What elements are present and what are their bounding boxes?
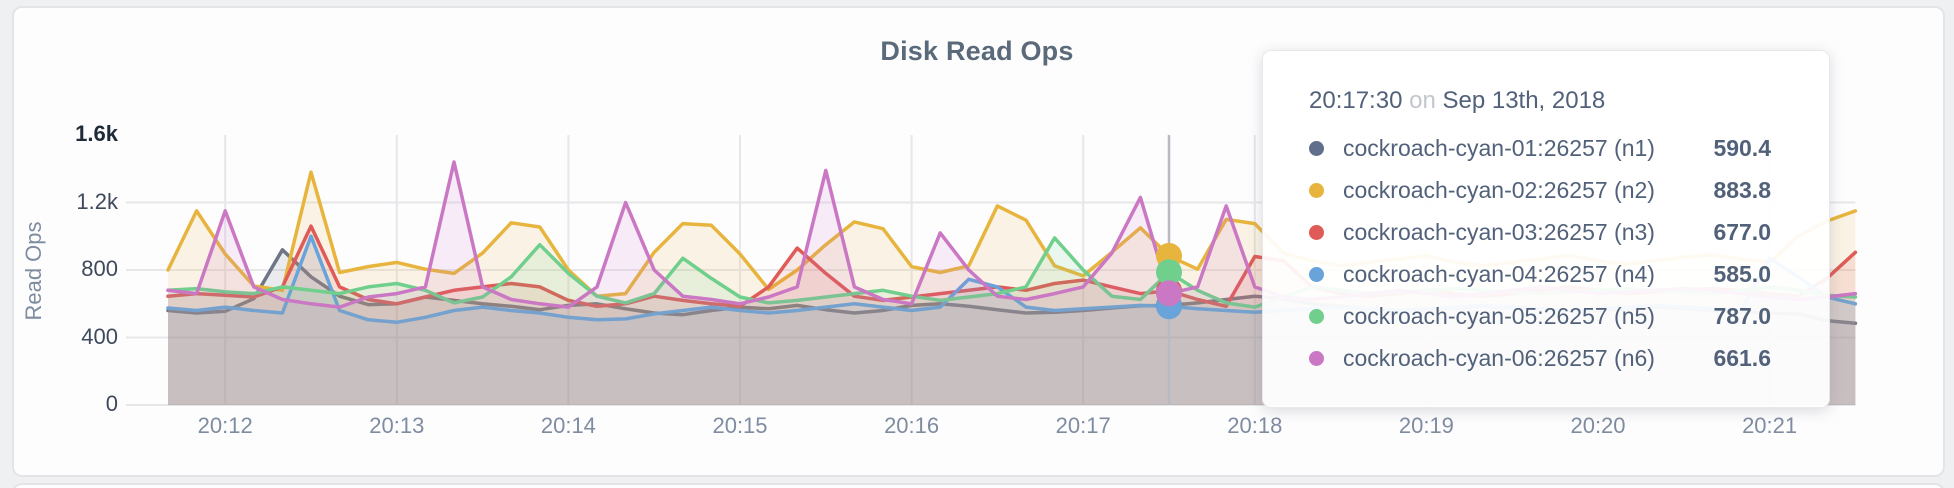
x-axis-tick: 20:15 xyxy=(712,413,768,438)
series-name: cockroach-cyan-04:26257 (n4) xyxy=(1343,260,1655,287)
tooltip-time: 20:17:30 xyxy=(1309,87,1403,114)
chart-title: Disk Read Ops xyxy=(880,36,1074,66)
series-value: 661.6 xyxy=(1713,344,1771,371)
series-name: cockroach-cyan-06:26257 (n6) xyxy=(1343,344,1655,371)
tooltip-on: on xyxy=(1409,87,1436,114)
tooltip-series-row: cockroach-cyan-05:26257 (n5) 787.0 xyxy=(1309,295,1771,337)
tooltip-series-row: cockroach-cyan-04:26257 (n4) 585.0 xyxy=(1309,253,1771,295)
series-name: cockroach-cyan-05:26257 (n5) xyxy=(1343,302,1655,329)
y-axis-tick: 400 xyxy=(81,323,118,349)
series-value: 787.0 xyxy=(1713,302,1771,329)
y-axis-tick: 800 xyxy=(81,256,118,281)
series-value: 585.0 xyxy=(1713,260,1771,287)
y-axis-tick: 1.2k xyxy=(76,188,118,214)
tooltip-timestamp: 20:17:30 on Sep 13th, 2018 xyxy=(1309,87,1771,115)
series-dot-icon xyxy=(1309,266,1324,282)
series-name: cockroach-cyan-01:26257 (n1) xyxy=(1343,134,1655,161)
series-value: 677.0 xyxy=(1713,218,1771,245)
x-axis-tick: 20:13 xyxy=(369,413,425,438)
x-axis-tick: 20:21 xyxy=(1742,413,1798,438)
hover-tooltip: 20:17:30 on Sep 13th, 2018 cockroach-cya… xyxy=(1262,50,1830,408)
x-axis-tick: 20:20 xyxy=(1570,413,1626,438)
tooltip-date-text: Sep 13th, 2018 xyxy=(1442,87,1606,114)
tooltip-series-row: cockroach-cyan-02:26257 (n2) 883.8 xyxy=(1309,169,1771,211)
y-axis-tick: 0 xyxy=(105,391,118,416)
x-axis-tick: 20:19 xyxy=(1398,413,1454,438)
series-value: 883.8 xyxy=(1713,176,1771,203)
hover-dot-n5 xyxy=(1156,259,1182,286)
tooltip-series-row: cockroach-cyan-03:26257 (n3) 677.0 xyxy=(1309,211,1771,253)
x-axis-tick: 20:18 xyxy=(1227,413,1283,438)
hover-dot-n6 xyxy=(1156,280,1182,307)
y-axis-tick: 1.6k xyxy=(75,121,118,146)
tooltip-series-row: cockroach-cyan-01:26257 (n1) 590.4 xyxy=(1309,127,1771,169)
x-axis-tick: 20:12 xyxy=(197,413,253,438)
series-name: cockroach-cyan-02:26257 (n2) xyxy=(1343,176,1655,203)
x-axis-tick: 20:17 xyxy=(1055,413,1111,438)
series-dot-icon xyxy=(1309,350,1324,366)
x-axis-tick: 20:14 xyxy=(540,413,596,438)
series-dot-icon xyxy=(1309,308,1324,324)
x-axis-tick: 20:16 xyxy=(884,413,940,438)
series-dot-icon xyxy=(1309,182,1324,198)
tooltip-series-row: cockroach-cyan-06:26257 (n6) 661.6 xyxy=(1309,337,1771,379)
series-name: cockroach-cyan-03:26257 (n3) xyxy=(1343,218,1655,245)
tooltip-series-list: cockroach-cyan-01:26257 (n1) 590.4 cockroa… xyxy=(1309,127,1771,379)
series-dot-icon xyxy=(1309,224,1324,240)
series-value: 590.4 xyxy=(1713,134,1771,161)
series-dot-icon xyxy=(1309,140,1324,156)
